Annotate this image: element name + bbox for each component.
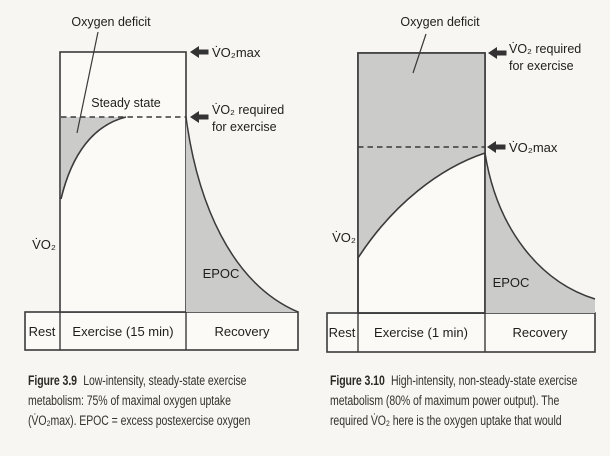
pointer-line (76, 31, 99, 134)
epoc-area (186, 117, 298, 312)
left-arrow-icon (190, 111, 209, 123)
epoc-area (485, 153, 595, 313)
figure-3-10-diagram: Oxygen deficit V̇O₂ required for exercis… (326, 15, 596, 353)
vo2max-label: V̇O₂max (509, 140, 558, 155)
caption-line: (V̇O₂max). EPOC = excess postexercise ox… (28, 413, 251, 428)
vo2-required-label-line1: V̇O₂ required (509, 42, 581, 56)
caption-text: Low-intensity, steady-state exercise (83, 373, 247, 388)
phase-band (326, 312, 596, 353)
caption-text: High-intensity, non-steady-state exercis… (390, 373, 578, 388)
caption-line: metabolism (80% of maximum power output)… (330, 393, 560, 408)
vo2-rise-curve (60, 116, 127, 200)
figure-number: Figure 3.9 (28, 373, 77, 388)
left-arrow-icon (190, 46, 209, 58)
caption-line: metabolism: 75% of maximal oxygen uptake (28, 393, 231, 408)
phase-label-rest: Rest (29, 324, 56, 339)
vo2-rise-curve (357, 152, 486, 259)
y-axis-label: V̇O₂ (32, 237, 56, 252)
caption-line: required V̇O₂ here is the oxygen uptake … (330, 413, 562, 428)
phase-band (24, 311, 299, 351)
y-axis-label: V̇O₂ (332, 230, 356, 245)
vo2-required-label-line1: V̇O₂ required (212, 103, 284, 117)
pointer-line (412, 33, 427, 74)
vo2-required-label-line2: for exercise (212, 120, 277, 134)
vo2-decay-curve (484, 152, 596, 300)
phase-label-rest: Rest (329, 325, 356, 340)
figure-3-9-caption: Figure 3.9 Low-intensity, steady-state ex… (28, 371, 306, 431)
epoc-label: EPOC (203, 266, 240, 281)
epoc-label: EPOC (493, 275, 530, 290)
oxygen-deficit-area (61, 117, 124, 199)
figure-3-10-caption: Figure 3.10 High-intensity, non-steady-st… (330, 371, 608, 431)
phase-label-exercise: Exercise (1 min) (374, 325, 468, 340)
caption-line: Figure 3.10 High-intensity, non-steady-st… (330, 371, 608, 391)
left-arrow-icon (487, 141, 506, 153)
oxygen-deficit-area (358, 53, 485, 258)
phase-label-recovery: Recovery (513, 325, 568, 340)
phase-label-recovery: Recovery (215, 324, 270, 339)
vo2max-label: V̇O₂max (212, 45, 261, 60)
vo2-decay-curve (185, 116, 299, 313)
left-arrow-icon (488, 47, 507, 59)
steady-state-label: Steady state (91, 96, 161, 110)
vo2-required-label-line2: for exercise (509, 59, 574, 73)
exercise-box-outline (357, 52, 486, 314)
oxygen-deficit-label: Oxygen deficit (400, 15, 480, 29)
figure-3-9-diagram: Oxygen deficit Steady state V̇O₂max V̇O₂… (24, 15, 299, 351)
oxygen-deficit-label: Oxygen deficit (71, 15, 151, 29)
caption-line: Figure 3.9 Low-intensity, steady-state ex… (28, 371, 306, 391)
phase-label-exercise: Exercise (15 min) (72, 324, 173, 339)
figure-number: Figure 3.10 (330, 373, 385, 388)
exercise-box (59, 51, 187, 313)
